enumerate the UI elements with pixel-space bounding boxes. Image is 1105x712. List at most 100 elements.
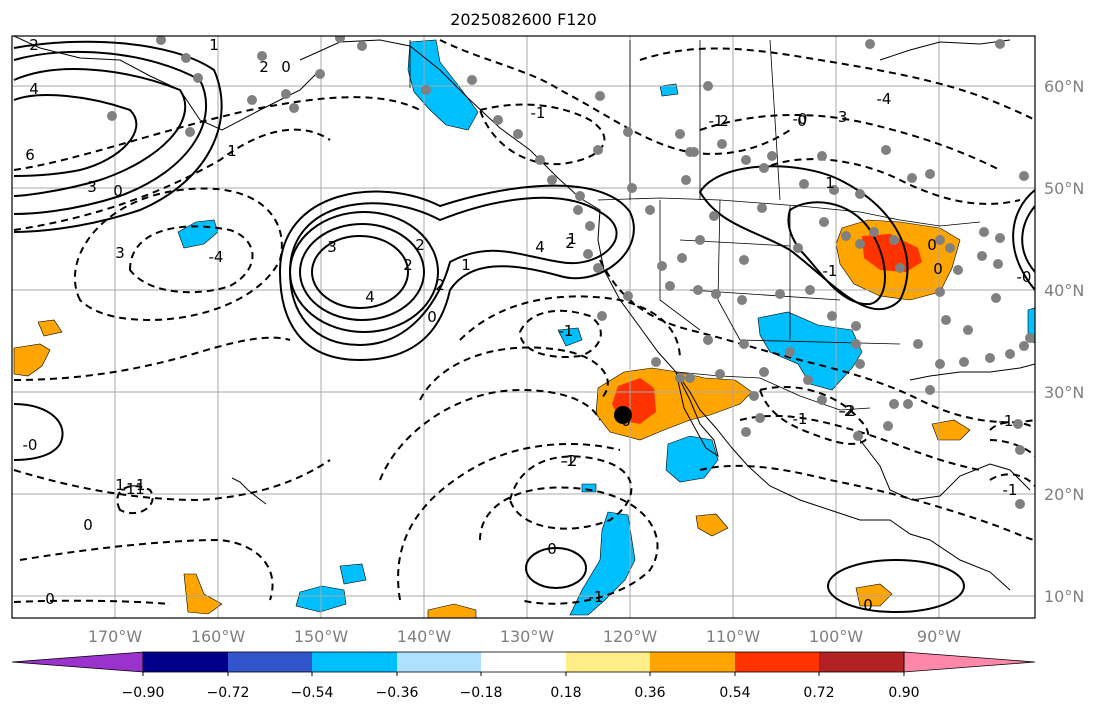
contour-value-label: -1 — [793, 410, 808, 428]
contour-west-edge — [13, 403, 64, 461]
contour-value-label: 1 — [825, 174, 835, 192]
contour-value-label: 0 — [621, 412, 631, 430]
station-dot — [851, 339, 861, 349]
station-dot — [991, 293, 1001, 303]
colorbar-swatch — [228, 652, 312, 672]
station-dot — [737, 295, 747, 305]
contour-value-label: -1 — [559, 322, 574, 340]
colorbar-extend-high — [903, 651, 1036, 673]
dash-14 — [759, 158, 1021, 205]
station-dot — [1015, 445, 1025, 455]
station-dot — [623, 291, 633, 301]
dash-22 — [479, 486, 659, 605]
station-dot — [883, 421, 893, 431]
station-dot — [657, 261, 667, 271]
orange-region-small-3 — [427, 603, 477, 618]
latitude-label: 30°N — [1044, 383, 1084, 402]
station-dot — [685, 147, 695, 157]
station-dot — [913, 339, 923, 349]
contour-tropic-east — [827, 559, 965, 613]
positive-anomaly-regions — [13, 219, 971, 618]
contour-value-label: 1 — [209, 36, 219, 54]
dash-13 — [699, 114, 1001, 171]
station-dot — [803, 375, 813, 385]
dash-7 — [19, 538, 274, 601]
contour-value-label: 2 — [403, 256, 413, 274]
colorbar-swatch — [397, 652, 481, 672]
station-dot — [817, 395, 827, 405]
station-dot — [889, 235, 899, 245]
station-dot — [855, 239, 865, 249]
station-dot — [597, 311, 607, 321]
colorbar-tick-label: −0.36 — [376, 685, 419, 701]
station-dot — [645, 205, 655, 215]
orange-region-small-5 — [931, 419, 971, 441]
station-dot — [963, 325, 973, 335]
station-dot — [583, 249, 593, 259]
longitude-label: 160°W — [191, 627, 246, 646]
blue-region-small-1 — [557, 327, 583, 347]
orange-region-small-1 — [37, 319, 63, 337]
station-dot — [741, 155, 751, 165]
station-dot — [715, 369, 725, 379]
border-state-6 — [739, 339, 901, 345]
station-dot — [693, 285, 703, 295]
station-dot — [709, 211, 719, 221]
orange-region-small-2 — [183, 573, 223, 615]
station-dot — [953, 265, 963, 275]
station-dot — [703, 81, 713, 91]
dash-6 — [13, 459, 331, 502]
station-dot — [695, 235, 705, 245]
dash-10 — [439, 39, 791, 155]
map-frame — [11, 35, 1036, 619]
dash-3 — [74, 187, 283, 322]
colorbar-frame — [142, 651, 905, 673]
station-dot — [855, 359, 865, 369]
contour-value-label: 4 — [29, 80, 39, 98]
station-dot — [1019, 171, 1029, 181]
station-dot — [685, 373, 695, 383]
station-dot — [677, 253, 687, 263]
dash-8 — [13, 599, 171, 605]
contour-value-label: 0 — [797, 112, 807, 130]
contour-value-label: 0 — [927, 236, 937, 254]
colorbar-tick-label: 0.72 — [803, 685, 834, 701]
colorbar: −0.90 −0.72 −0.54 −0.36 −0.18 0.18 0.36 0.54 0.7… — [11, 651, 1036, 701]
station-dot — [881, 145, 891, 155]
station-dot — [185, 127, 195, 137]
coast-baja — [675, 371, 719, 458]
contour-west-low-2 — [13, 50, 208, 215]
contour-midwest — [698, 165, 909, 311]
dash-17 — [459, 295, 681, 361]
station-dot — [585, 221, 595, 231]
contour-value-label: 1 — [227, 142, 237, 160]
station-dot — [1019, 341, 1029, 351]
station-dot — [193, 73, 203, 83]
station-dot — [959, 357, 969, 367]
station-dot — [785, 347, 795, 357]
longitude-label: 90°W — [917, 627, 961, 646]
orange-region-small-4 — [695, 513, 729, 537]
colorbar-swatch — [819, 652, 904, 672]
station-dot — [535, 155, 545, 165]
colorbar-tick-label: −0.54 — [291, 685, 334, 701]
coast-gulf-mexico — [859, 439, 1031, 501]
contour-west-low-4 — [13, 94, 138, 177]
border-state-1 — [659, 200, 701, 331]
station-dot — [741, 427, 751, 437]
colorbar-tick-label: 0.36 — [634, 685, 665, 701]
contour-value-label: -1 — [823, 262, 838, 280]
longitude-label: 170°W — [88, 627, 143, 646]
station-dot — [853, 431, 863, 441]
station-dot — [855, 189, 865, 199]
coast-hudson — [879, 39, 1011, 61]
dash-26 — [989, 421, 1035, 431]
colorbar-swatch — [566, 652, 650, 672]
colorbar-swatch — [143, 652, 228, 672]
blue-region-tropics-south — [569, 511, 636, 616]
dash-25 — [758, 386, 870, 445]
contour-value-label: 2 — [435, 276, 445, 294]
station-dot — [335, 36, 345, 43]
station-dot — [817, 151, 827, 161]
station-dot — [181, 53, 191, 63]
